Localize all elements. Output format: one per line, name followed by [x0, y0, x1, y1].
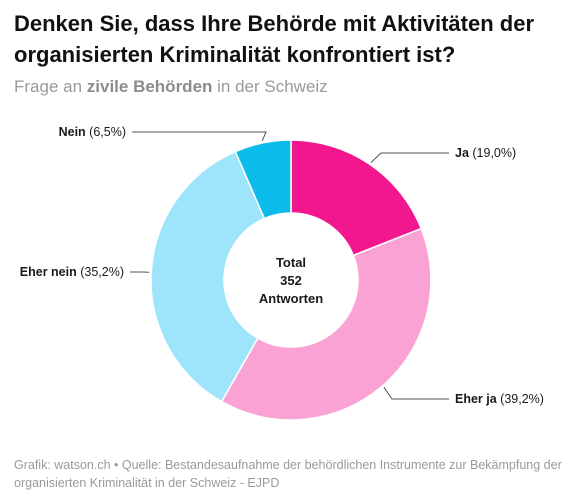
slice-label: Ja (19,0%) — [455, 146, 516, 160]
slice-label-name: Nein — [59, 125, 86, 139]
donut-chart: Ja (19,0%) Eher ja (39,2%) Eher nein (35,2… — [20, 125, 544, 421]
slice-label-percent: (35,2%) — [77, 265, 124, 279]
subtitle-bold: zivile Behörden — [86, 77, 213, 96]
subtitle-pre: Frage an — [14, 77, 87, 96]
slice-label-percent: (19,0%) — [469, 146, 516, 160]
donut-slice-ja — [290, 139, 423, 257]
slice-label: Nein (6,5%) — [59, 125, 126, 139]
donut-slice-nein — [234, 139, 292, 220]
slice-label-name: Eher nein — [20, 265, 77, 279]
donut-slice-eher-ja — [220, 227, 432, 421]
leader-line — [383, 387, 449, 400]
subtitle-post: in der Schweiz — [212, 77, 328, 96]
center-label-total: 352 — [280, 273, 302, 288]
center-label-line3: Antworten — [259, 291, 323, 306]
chart-subtitle: Frage an zivile Behörden in der Schweiz — [14, 76, 328, 98]
center-label-line1: Total — [276, 255, 306, 270]
slice-label: Eher ja (39,2%) — [455, 392, 544, 406]
slice-label-percent: (39,2%) — [497, 392, 544, 406]
donut-slice-eher-nein — [150, 150, 266, 403]
slice-labels: Ja (19,0%) Eher ja (39,2%) Eher nein (35,2… — [20, 125, 544, 406]
slice-label-name: Eher ja — [455, 392, 498, 406]
donut-slices — [150, 139, 432, 421]
slice-label: Eher nein (35,2%) — [20, 265, 124, 279]
leader-line — [370, 152, 449, 163]
leader-line — [132, 131, 267, 142]
chart-title: Denken Sie, dass Ihre Behörde mit Aktivi… — [14, 11, 535, 67]
slice-label-percent: (6,5%) — [86, 125, 126, 139]
source-note: Grafik: watson.ch • Quelle: Bestandesauf… — [14, 458, 562, 490]
slice-label-name: Ja — [455, 146, 470, 160]
